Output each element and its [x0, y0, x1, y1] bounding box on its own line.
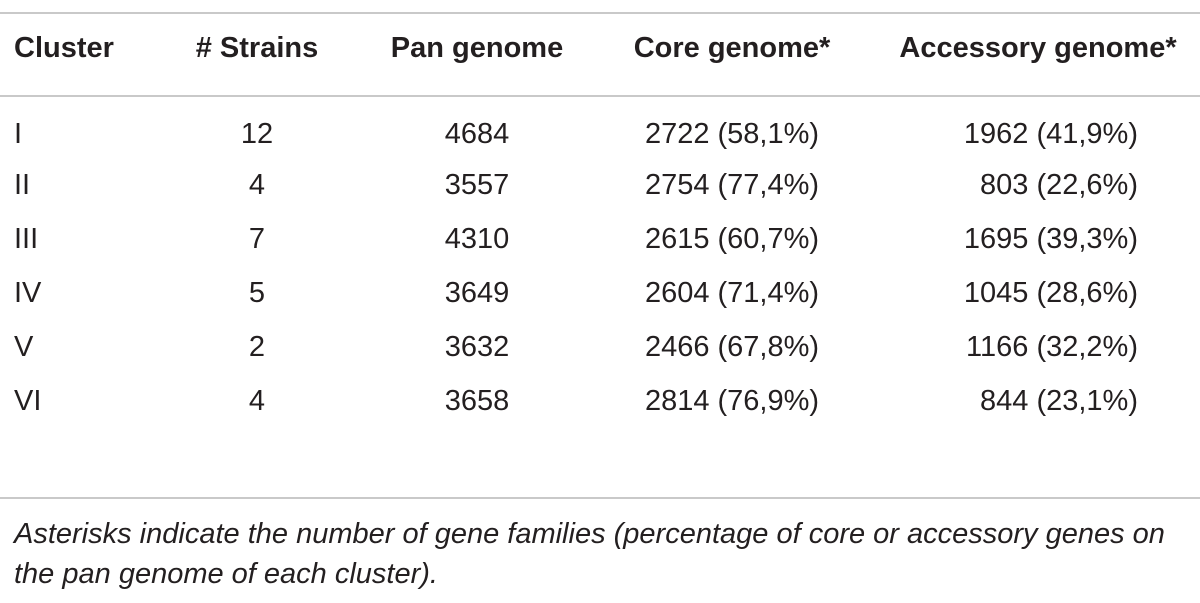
cell-core-genome: 2604 (71,4%) [644, 276, 820, 309]
table-top-rule [0, 12, 1200, 14]
header-core-genome: Core genome* [633, 31, 831, 64]
cell-core-genome: 2814 (76,9%) [644, 384, 820, 417]
table-row: VI 4 3658 2814 (76,9%) 844 (23,1%) [0, 374, 1200, 428]
table-row: III 7 4310 2615 (60,7%) 1695 (39,3%) [0, 212, 1200, 266]
header-accessory-genome: Accessory genome* [899, 31, 1177, 64]
cell-accessory-genome: 844 (23,1%) [980, 384, 1138, 417]
cell-strains: 4 [248, 168, 266, 201]
table-header-row: Cluster # Strains Pan genome Core genome… [0, 0, 1200, 96]
cell-strains: 12 [240, 117, 274, 150]
table-footer-rule [0, 497, 1200, 499]
cell-core-genome: 2466 (67,8%) [644, 330, 820, 363]
data-table: Cluster # Strains Pan genome Core genome… [0, 0, 1200, 428]
cell-cluster: III [14, 222, 39, 255]
table-row: I 12 4684 2722 (58,1%) 1962 (41,9%) [0, 96, 1200, 158]
cell-cluster: I [14, 117, 23, 150]
table-row: V 2 3632 2466 (67,8%) 1166 (32,2%) [0, 320, 1200, 374]
table-header-rule [0, 95, 1200, 97]
table-row: II 4 3557 2754 (77,4%) 803 (22,6%) [0, 158, 1200, 212]
cell-pan-genome: 3557 [444, 168, 510, 201]
cell-cluster: IV [14, 276, 42, 309]
cell-cluster: VI [14, 384, 42, 417]
cell-strains: 5 [248, 276, 266, 309]
cell-cluster: II [14, 168, 31, 201]
cell-accessory-genome: 1166 (32,2%) [966, 330, 1138, 363]
cell-core-genome: 2754 (77,4%) [644, 168, 820, 201]
header-strains: # Strains [195, 31, 319, 64]
cell-accessory-genome: 1045 (28,6%) [963, 276, 1138, 309]
cell-accessory-genome: 1962 (41,9%) [963, 117, 1138, 150]
cell-pan-genome: 4310 [444, 222, 510, 255]
table-footnote: Asterisks indicate the number of gene fa… [14, 518, 1165, 590]
cell-cluster: V [14, 330, 34, 363]
cell-strains: 2 [248, 330, 266, 363]
cell-pan-genome: 4684 [444, 117, 510, 150]
cell-pan-genome: 3649 [444, 276, 510, 309]
cell-strains: 7 [248, 222, 266, 255]
cell-pan-genome: 3658 [444, 384, 510, 417]
cell-accessory-genome: 1695 (39,3%) [963, 222, 1138, 255]
cell-core-genome: 2615 (60,7%) [644, 222, 820, 255]
table-row: IV 5 3649 2604 (71,4%) 1045 (28,6%) [0, 266, 1200, 320]
cell-accessory-genome: 803 (22,6%) [980, 168, 1138, 201]
header-cluster: Cluster [14, 31, 114, 64]
header-pan-genome: Pan genome [390, 31, 564, 64]
cell-core-genome: 2722 (58,1%) [644, 117, 820, 150]
cell-strains: 4 [248, 384, 266, 417]
cell-pan-genome: 3632 [444, 330, 510, 363]
